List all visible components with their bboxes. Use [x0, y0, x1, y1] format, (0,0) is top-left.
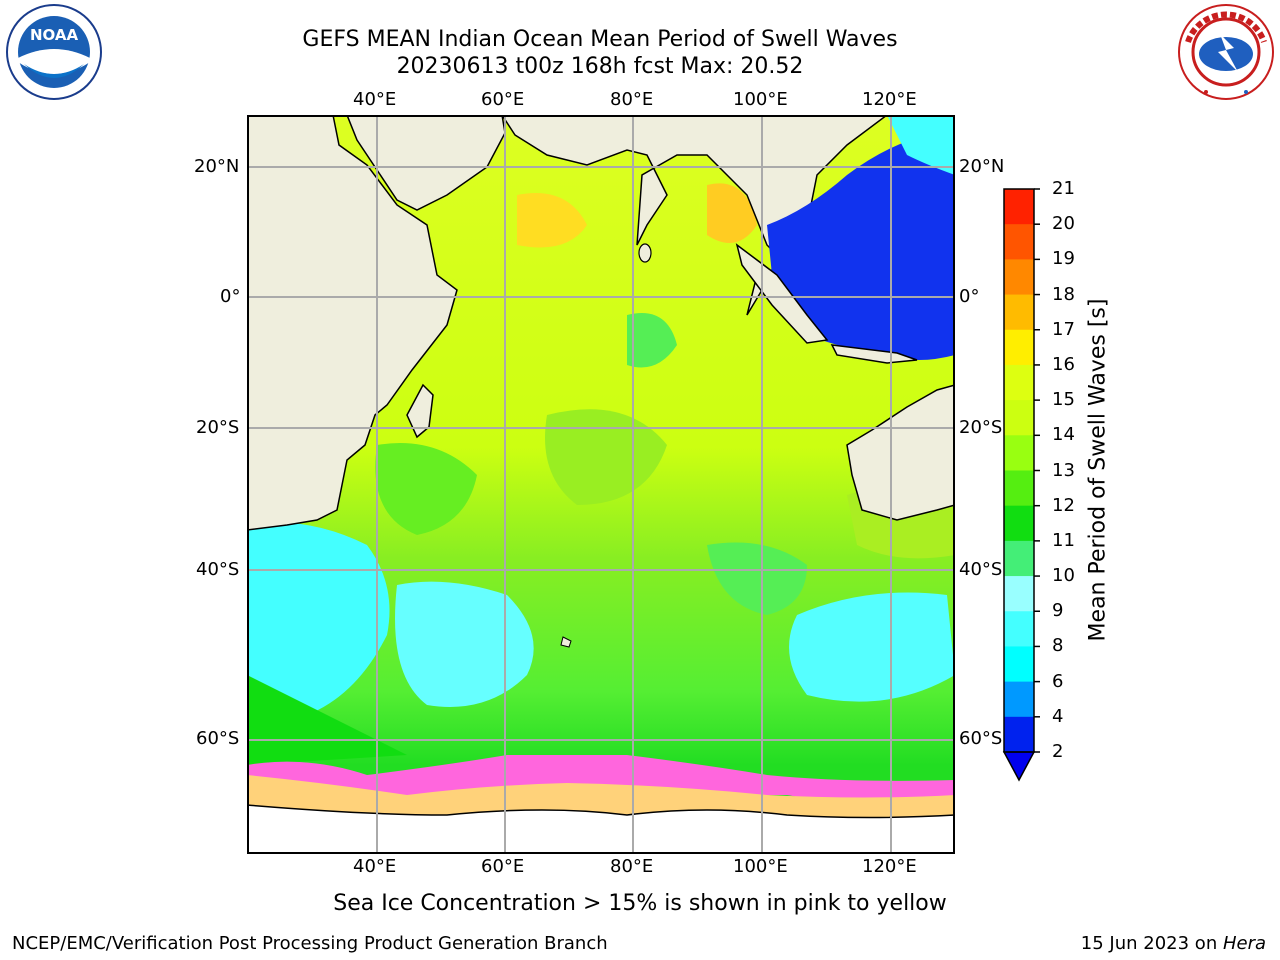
lon-tick-bottom: 80°E	[610, 856, 654, 877]
lon-tick-top: 40°E	[353, 89, 397, 110]
se-asia-seas-light	[887, 115, 955, 175]
noaa-logo: NOAA	[6, 4, 102, 100]
colorbar-segment	[1004, 224, 1034, 260]
colorbar-segment	[1004, 681, 1034, 718]
colorbar-segment	[1004, 576, 1034, 612]
colorbar-tick-label: 2	[1052, 741, 1064, 762]
chart-title: GEFS MEAN Indian Ocean Mean Period of Sw…	[302, 27, 898, 52]
colorbar-segment	[1004, 364, 1034, 401]
lat-tick-left: 0°	[220, 286, 241, 307]
lon-tick-top: 60°E	[481, 89, 525, 110]
noaa-logo-text: NOAA	[30, 26, 79, 44]
colorbar-tick-label: 11	[1052, 529, 1075, 551]
chart-subtitle: 20230613 t00z 168h fcst Max: 20.52	[396, 54, 804, 79]
lon-tick-bottom: 40°E	[353, 856, 397, 877]
colorbar-tick-label: 13	[1052, 459, 1075, 481]
colorbar-segment	[1004, 716, 1034, 753]
colorbar-segment	[1004, 435, 1034, 471]
colorbar-segment	[1004, 505, 1034, 542]
madagascar-land	[406, 383, 434, 439]
australia-land	[846, 384, 955, 521]
colorbar-tick-label: 20	[1052, 213, 1075, 235]
colorbar-tick-label: 19	[1052, 248, 1075, 270]
lat-tick-right: 20°N	[959, 156, 1005, 177]
lon-tick-bottom: 120°E	[862, 856, 917, 877]
colorbar-tick-label: 6	[1052, 670, 1064, 692]
footer-date: 15 Jun 2023 on Hera	[1081, 933, 1266, 954]
lat-tick-left: 60°S	[196, 728, 240, 749]
footer-credit: NCEP/EMC/Verification Post Processing Pr…	[12, 933, 608, 954]
colorbar-title: Mean Period of Swell Waves [s]	[1085, 298, 1111, 642]
colorbar-tick-label: 17	[1052, 318, 1075, 340]
colorbar	[1002, 188, 1040, 782]
colorbar-segment	[1004, 329, 1034, 366]
lat-tick-right: 0°	[959, 286, 980, 307]
sri-lanka-land	[638, 243, 652, 263]
lat-tick-left: 20°N	[194, 156, 240, 177]
colorbar-tick-label: 21	[1052, 178, 1075, 199]
footer-date-text: 15 Jun 2023 on	[1080, 933, 1223, 954]
colorbar-segment	[1004, 540, 1034, 577]
lon-tick-bottom: 60°E	[481, 856, 525, 877]
colorbar-tick-label: 14	[1052, 424, 1075, 446]
map-frame	[247, 115, 955, 854]
arabia-land	[346, 115, 506, 211]
africa-land	[247, 115, 458, 531]
lat-tick-right: 60°S	[959, 728, 1003, 749]
colorbar-segment	[1004, 646, 1034, 683]
kerguelen-island	[560, 636, 572, 648]
lat-tick-left: 40°S	[196, 559, 240, 580]
colorbar-tick-label: 16	[1052, 353, 1075, 375]
colorbar-segment	[1004, 294, 1034, 331]
colorbar-tick-label: 8	[1052, 635, 1064, 657]
colorbar-tick-label: 12	[1052, 494, 1075, 516]
lon-tick-top: 120°E	[862, 89, 917, 110]
gridlines	[247, 115, 955, 854]
lat-tick-left: 20°S	[196, 417, 240, 438]
colorbar-segment	[1004, 189, 1034, 225]
se-asia-seas	[767, 125, 955, 360]
colorbar-extend-min	[1002, 751, 1036, 782]
colorbar-tick-label: 10	[1052, 565, 1075, 587]
nws-logo	[1178, 4, 1274, 100]
colorbar-tick-label: 9	[1052, 600, 1064, 622]
colorbar-segment	[1004, 400, 1034, 436]
sea-ice-caption: Sea Ice Concentration > 15% is shown in …	[333, 891, 947, 916]
colorbar-tick-label: 15	[1052, 389, 1075, 411]
footer-host: Hera	[1222, 933, 1266, 954]
lat-tick-right: 40°S	[959, 559, 1003, 580]
colorbar-segment	[1004, 259, 1034, 296]
lon-tick-bottom: 100°E	[733, 856, 788, 877]
map-panel	[247, 115, 955, 854]
colorbar-segment	[1004, 470, 1034, 507]
java-land	[830, 344, 918, 364]
lon-tick-top: 100°E	[733, 89, 788, 110]
colorbar-tick-label: 18	[1052, 283, 1075, 305]
lat-tick-right: 20°S	[959, 417, 1003, 438]
asia-land	[501, 115, 889, 316]
sumatra-land	[735, 243, 829, 344]
colorbar-segment	[1004, 611, 1034, 647]
lon-tick-top: 80°E	[610, 89, 654, 110]
colorbar-tick-label: 4	[1052, 705, 1064, 727]
